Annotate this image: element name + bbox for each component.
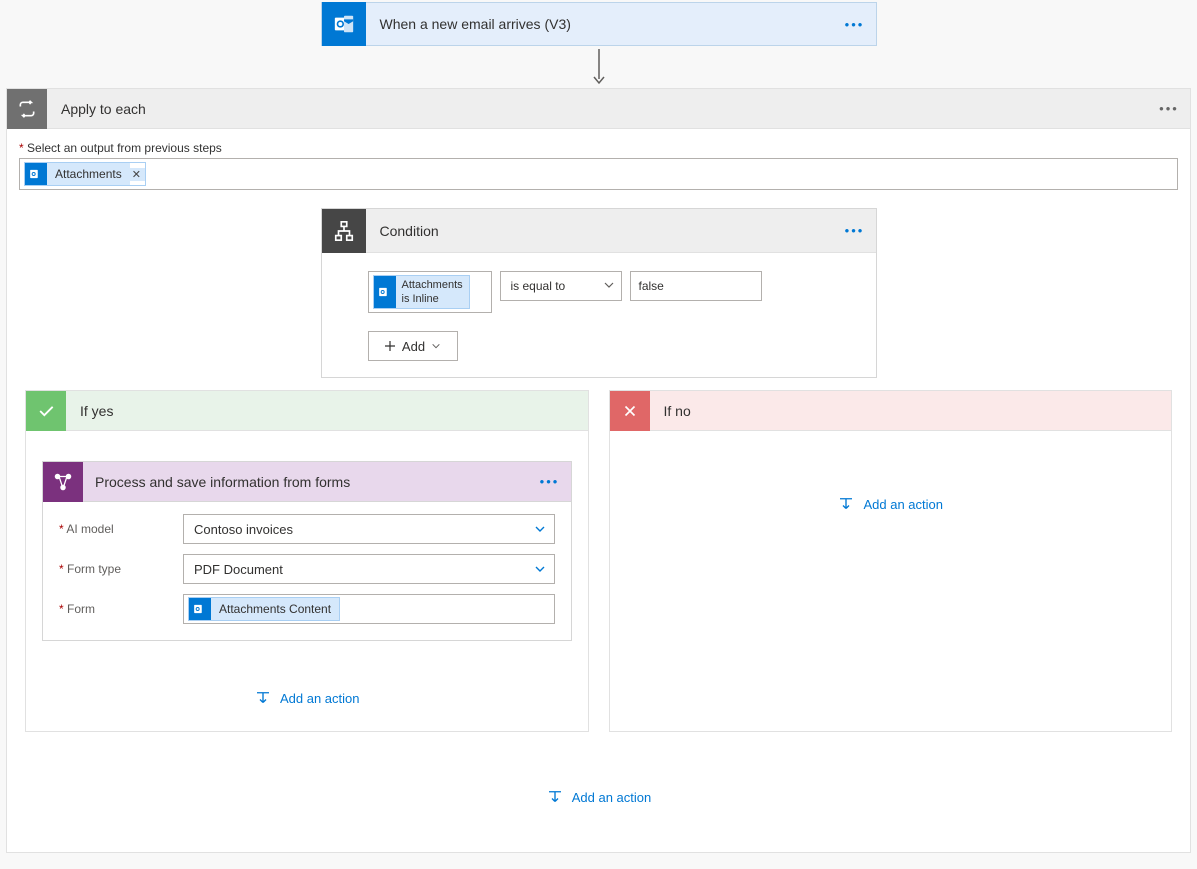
attachments-inline-token[interactable]: Attachmentsis Inline: [373, 275, 470, 309]
outlook-token-icon: [189, 598, 211, 620]
if-yes-header[interactable]: If yes: [26, 391, 588, 431]
condition-card: Condition ••• Attachmentsis Inline: [321, 208, 877, 378]
apply-to-each-header[interactable]: Apply to each •••: [7, 89, 1190, 129]
apply-to-each-add-action-button[interactable]: Add an action: [19, 788, 1178, 806]
form-type-value: PDF Document: [194, 562, 283, 577]
process-forms-card: Process and save information from forms …: [42, 461, 572, 641]
process-forms-header[interactable]: Process and save information from forms …: [43, 462, 571, 502]
form-label: * Form: [59, 602, 183, 616]
chevron-down-icon: [534, 523, 546, 535]
condition-row: Attachmentsis Inline is equal to false: [368, 271, 858, 313]
apply-to-each-title: Apply to each: [47, 101, 1148, 117]
form-field[interactable]: Attachments Content: [183, 594, 555, 624]
apply-to-each-more-icon[interactable]: •••: [1148, 101, 1190, 116]
no-add-action-button[interactable]: Add an action: [626, 495, 1156, 513]
connector-arrow-icon: [0, 46, 1197, 88]
condition-right-value[interactable]: false: [630, 271, 762, 301]
ai-model-select[interactable]: Contoso invoices: [183, 514, 555, 544]
select-output-label-text: Select an output from previous steps: [27, 141, 222, 155]
if-no-title: If no: [650, 403, 691, 419]
close-icon: [610, 391, 650, 431]
condition-header[interactable]: Condition •••: [322, 209, 876, 253]
ai-builder-icon: [43, 462, 83, 502]
trigger-card[interactable]: When a new email arrives (V3) •••: [321, 2, 877, 46]
form-type-label: * Form type: [59, 562, 183, 576]
ai-model-label: * AI model: [59, 522, 183, 536]
condition-left-operand[interactable]: Attachmentsis Inline: [368, 271, 492, 313]
trigger-more-icon[interactable]: •••: [834, 17, 876, 32]
condition-title: Condition: [366, 223, 834, 239]
chevron-down-icon: [534, 563, 546, 575]
outlook-token-icon: [25, 163, 47, 185]
attachments-token[interactable]: Attachments ✕: [24, 162, 146, 186]
outlook-token-icon: [374, 276, 396, 308]
yes-add-action-button[interactable]: Add an action: [42, 689, 572, 707]
select-output-label: * Select an output from previous steps: [19, 141, 1178, 155]
attachments-content-token[interactable]: Attachments Content: [188, 597, 340, 621]
select-output-field[interactable]: Attachments ✕: [19, 158, 1178, 190]
if-yes-title: If yes: [66, 403, 113, 419]
process-title: Process and save information from forms: [83, 474, 529, 490]
remove-token-icon[interactable]: ✕: [130, 168, 145, 181]
condition-right-text: false: [639, 279, 664, 293]
condition-add-button[interactable]: Add: [368, 331, 458, 361]
condition-operator-text: is equal to: [511, 279, 566, 293]
condition-icon: [322, 209, 366, 253]
add-action-label: Add an action: [863, 497, 943, 512]
if-yes-branch: If yes Process and save information from…: [25, 390, 589, 732]
condition-more-icon[interactable]: •••: [834, 223, 876, 238]
if-no-header[interactable]: If no: [610, 391, 1172, 431]
token-text: Attachments Content: [211, 598, 339, 620]
add-label: Add: [402, 339, 425, 354]
condition-operator-select[interactable]: is equal to: [500, 271, 622, 301]
process-more-icon[interactable]: •••: [529, 474, 571, 489]
ai-model-value: Contoso invoices: [194, 522, 293, 537]
if-no-branch: If no Add an action: [609, 390, 1173, 732]
apply-to-each-card: Apply to each ••• * Select an output fro…: [6, 88, 1191, 853]
trigger-title: When a new email arrives (V3): [366, 16, 834, 32]
attachments-token-text: Attachments: [47, 163, 130, 185]
add-action-label: Add an action: [572, 790, 652, 805]
token-text: Attachmentsis Inline: [396, 276, 469, 308]
form-type-select[interactable]: PDF Document: [183, 554, 555, 584]
outlook-icon: [322, 2, 366, 46]
checkmark-icon: [26, 391, 66, 431]
add-action-label: Add an action: [280, 691, 360, 706]
condition-branches: If yes Process and save information from…: [25, 390, 1172, 732]
chevron-down-icon: [603, 279, 615, 291]
loop-icon: [7, 89, 47, 129]
